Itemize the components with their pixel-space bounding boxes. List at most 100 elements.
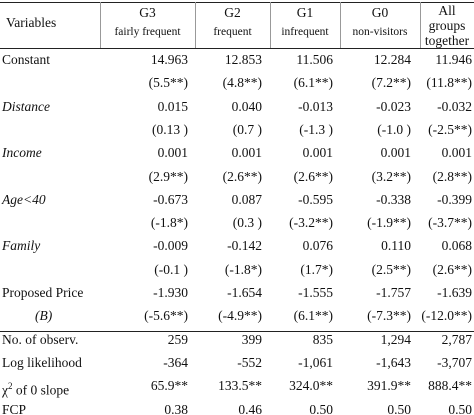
- cell-value: 12.284: [373, 52, 411, 67]
- column-desc: fairly frequent: [114, 26, 181, 38]
- cell-value: (-7.3**): [367, 308, 411, 324]
- column-code: G3: [139, 5, 156, 20]
- column-code: G0: [371, 5, 389, 20]
- cell-value: (2.6**): [432, 261, 472, 277]
- row-label: χ2 of 0 slope: [2, 377, 69, 400]
- cell-value: -1.639: [437, 285, 472, 300]
- cell-value: 0.015: [157, 98, 188, 114]
- cell-value: (-1.8*): [150, 215, 188, 231]
- cell-value: -364: [163, 355, 188, 371]
- cell-value: -0.673: [153, 191, 188, 207]
- column-divider: [270, 2, 271, 48]
- cell-value: 0.110: [381, 238, 411, 254]
- cell-value: 0.46: [238, 401, 262, 415]
- cell-value: (-1.0 ): [377, 121, 411, 137]
- cell-value: (-1.9**): [367, 215, 411, 231]
- cell-value: 399: [241, 332, 262, 347]
- cell-value: (0.3 ): [232, 215, 262, 231]
- cell-value: (2.8**): [432, 168, 472, 184]
- cell-value: (2.5**): [371, 261, 411, 277]
- cell-value: (6.1**): [293, 75, 333, 91]
- column-divider: [100, 2, 101, 48]
- row-label: Family: [2, 238, 41, 254]
- cell-value: (-2.5**): [428, 121, 472, 137]
- cell-value: 2,787: [441, 332, 472, 347]
- cell-value: 0.50: [387, 401, 411, 415]
- cell-value: 0.50: [309, 401, 333, 415]
- cell-value: (0.13 ): [152, 121, 188, 137]
- column-divider: [340, 2, 341, 48]
- cell-value: (-1.8*): [224, 261, 262, 277]
- column-divider: [420, 2, 421, 48]
- cell-value: -3,707: [437, 355, 472, 371]
- row-label: Log likelihood: [2, 355, 82, 371]
- cell-value: (7.2**): [371, 75, 411, 91]
- row-label: Distance: [2, 98, 50, 114]
- cell-value: -1,643: [376, 355, 411, 371]
- cell-value: -0.338: [376, 191, 411, 207]
- column-desc: groups together: [424, 18, 470, 48]
- cell-value: 0.001: [302, 145, 333, 161]
- cell-value: (-12.0**): [421, 308, 472, 324]
- symbol: χ: [2, 382, 8, 398]
- cell-value: 65.9**: [150, 378, 188, 394]
- cell-value: 0.001: [231, 145, 262, 161]
- cell-value: -1.654: [227, 285, 262, 300]
- cell-value: -1.555: [298, 285, 333, 300]
- cell-value: -0.032: [437, 98, 472, 114]
- cell-value: (-5.6**): [144, 308, 188, 324]
- cell-value: -0.142: [227, 238, 262, 254]
- cell-value: (1.7*): [300, 261, 333, 277]
- cell-value: 259: [167, 332, 188, 347]
- cell-value: (2.6**): [293, 168, 333, 184]
- cell-value: 0.087: [231, 191, 262, 207]
- column-desc: infrequent: [281, 26, 329, 38]
- row-label: No. of observ.: [2, 332, 79, 347]
- rule: [0, 2, 474, 3]
- cell-value: -1,061: [298, 355, 333, 371]
- cell-value: -0.023: [376, 98, 411, 114]
- column-desc: non-visitors: [352, 26, 408, 38]
- row-label: FCP: [2, 401, 27, 415]
- cell-value: -0.013: [298, 98, 333, 114]
- cell-value: (6.1**): [293, 308, 333, 324]
- cell-value: 11.506: [296, 52, 333, 67]
- row-label: Constant: [2, 52, 51, 67]
- superscript: 2: [8, 381, 13, 392]
- rule: [0, 331, 474, 332]
- column-divider: [195, 2, 196, 48]
- cell-value: (-4.9**): [218, 308, 262, 324]
- cell-value: 0.38: [164, 401, 188, 415]
- cell-value: (-3.2**): [289, 215, 333, 231]
- cell-value: 835: [312, 332, 333, 347]
- cell-value: 0.001: [157, 145, 188, 161]
- cell-value: 888.4**: [428, 378, 472, 394]
- cell-value: 12.853: [224, 52, 262, 67]
- cell-value: (5.5**): [148, 75, 188, 91]
- cell-value: -0.009: [153, 238, 188, 254]
- label-text: of 0 slope: [12, 382, 70, 398]
- column-code: All: [438, 3, 456, 18]
- column-desc: frequent: [213, 26, 252, 38]
- cell-value: -552: [237, 355, 262, 371]
- cell-value: 391.9**: [367, 378, 411, 394]
- cell-value: 133.5**: [218, 378, 262, 394]
- cell-value: 0.068: [441, 238, 472, 254]
- cell-value: (-3.7**): [428, 215, 472, 231]
- cell-value: (2.6**): [222, 168, 262, 184]
- cell-value: 11.946: [435, 52, 472, 67]
- cell-value: -1.757: [376, 285, 411, 300]
- cell-value: -0.399: [437, 191, 472, 207]
- cell-value: 1,294: [380, 332, 411, 347]
- cell-value: (-1.3 ): [299, 121, 333, 137]
- cell-value: 0.50: [448, 401, 472, 415]
- rule: [0, 48, 474, 49]
- cell-value: 14.963: [150, 52, 188, 67]
- cell-value: (3.2**): [371, 168, 411, 184]
- column-code: G2: [224, 5, 241, 20]
- row-label: (B): [35, 308, 53, 324]
- header-variables: Variables: [6, 15, 57, 30]
- cell-value: -1.930: [153, 285, 188, 300]
- cell-value: 0.001: [380, 145, 411, 161]
